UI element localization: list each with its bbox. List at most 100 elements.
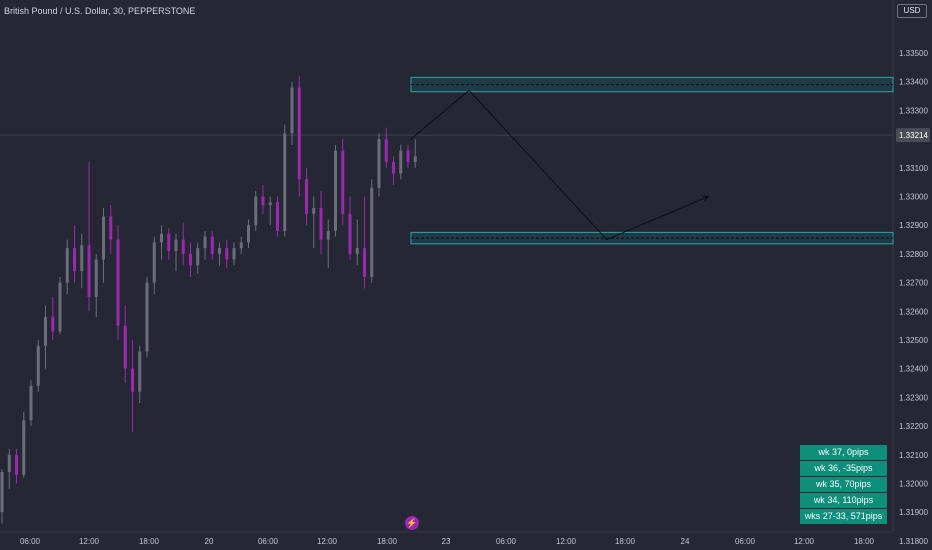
candle-body	[51, 317, 55, 332]
price-zones[interactable]	[410, 76, 894, 245]
price-tick-label: 1.33100	[899, 164, 928, 173]
candle-body	[15, 454, 18, 475]
time-tick-label: 18:00	[615, 537, 636, 546]
weekly-pips-row: wks 27-33, 571pips	[800, 509, 887, 524]
price-tick-label: 1.32600	[899, 307, 928, 316]
candle-body	[232, 248, 236, 260]
time-tick-label: 06:00	[735, 537, 756, 546]
candle-body	[160, 233, 163, 243]
time-tick-label: 18:00	[854, 537, 875, 546]
candle-body	[109, 216, 113, 240]
candle-body	[73, 248, 76, 272]
candle-body	[283, 133, 287, 231]
candle-body	[203, 236, 207, 249]
price-tick-label: 1.31900	[899, 508, 928, 517]
chart-title: British Pound / U.S. Dollar, 30, PEPPERS…	[4, 6, 196, 16]
time-tick-label: 24	[681, 537, 690, 546]
projection-path[interactable]	[410, 89, 710, 241]
time-tick-label: 12:00	[556, 537, 577, 546]
candle-body	[210, 236, 214, 254]
time-tick-label: 06:00	[496, 537, 517, 546]
candle-body	[319, 207, 323, 240]
candle-body	[94, 259, 98, 297]
candle-body	[363, 248, 366, 277]
candle-body	[116, 239, 120, 326]
candle-body	[196, 248, 200, 266]
candle-body	[131, 368, 134, 392]
time-tick-label: 23	[442, 537, 451, 546]
last-price-tag	[896, 128, 930, 143]
candlestick-series	[0, 75, 417, 524]
candle-body	[29, 385, 33, 421]
lightning-icon[interactable]: ⚡	[405, 516, 419, 530]
time-tick-label: 18:00	[139, 537, 160, 546]
candle-body	[254, 196, 258, 226]
candle-body	[0, 472, 4, 513]
candle-body	[413, 156, 417, 163]
candle-body	[36, 345, 40, 386]
weekly-pips-table: wk 37, 0pips wk 36, -35pips wk 35, 70pip…	[800, 445, 887, 525]
price-tick-label: 1.32400	[899, 365, 928, 374]
time-tick-label: 06:00	[258, 537, 279, 546]
candle-body	[87, 245, 91, 297]
candle-body	[167, 233, 171, 252]
candle-body	[341, 150, 345, 214]
candle-body	[326, 230, 330, 240]
candle-body	[297, 87, 301, 180]
candle-body	[239, 242, 243, 249]
weekly-pips-row: wk 35, 70pips	[800, 477, 887, 492]
time-tick-label: 12:00	[79, 537, 100, 546]
price-tick-label: 1.33000	[899, 193, 928, 202]
candle-body	[399, 150, 403, 174]
time-tick-label: 20	[205, 537, 214, 546]
candle-body	[377, 139, 381, 188]
candle-body	[392, 162, 395, 174]
time-axis[interactable]: 06:00 12:00 18:00 20 06:00 12:00 18:00 23 06:00 1…	[20, 537, 875, 546]
price-tick-label: 1.32300	[899, 393, 928, 402]
candle-body	[261, 196, 265, 206]
weekly-pips-row: wk 34, 110pips	[800, 493, 887, 508]
last-price-label: 1.33214	[899, 131, 928, 140]
candle-body	[174, 239, 178, 252]
candle-body	[145, 282, 149, 352]
candle-body	[247, 225, 250, 243]
price-tick-label: 1.32900	[899, 221, 928, 230]
time-tick-label: 06:00	[20, 537, 41, 546]
candle-body	[65, 248, 69, 283]
candle-body	[384, 139, 388, 163]
price-axis[interactable]: 1.335001.334001.333001.332001.331001.330…	[896, 49, 930, 546]
candle-body	[312, 207, 316, 214]
price-tick-label: 1.31800	[899, 537, 928, 546]
candle-body	[102, 216, 105, 260]
candle-body	[334, 150, 337, 231]
candle-body	[123, 325, 127, 369]
candle-body	[7, 454, 11, 473]
candle-body	[44, 317, 47, 346]
weekly-pips-row: wk 37, 0pips	[800, 445, 887, 460]
candle-body	[305, 179, 308, 214]
price-tick-label: 1.33400	[899, 78, 928, 87]
price-tick-label: 1.33300	[899, 106, 928, 115]
candle-body	[22, 420, 26, 475]
candle-body	[181, 239, 185, 254]
price-tick-label: 1.32000	[899, 480, 928, 489]
candle-body	[290, 87, 294, 134]
candle-body	[189, 253, 192, 266]
candle-body	[58, 282, 62, 332]
candle-body	[218, 248, 221, 254]
price-tick-label: 1.32500	[899, 336, 928, 345]
currency-button[interactable]: USD	[897, 4, 927, 18]
candle-body	[406, 150, 410, 163]
price-tick-label: 1.32200	[899, 422, 928, 431]
candle-body	[355, 248, 359, 254]
candle-body	[80, 245, 84, 272]
weekly-pips-row: wk 36, -35pips	[800, 461, 887, 476]
projection-line[interactable]	[410, 89, 709, 241]
candle-body	[348, 213, 352, 254]
time-tick-label: 12:00	[794, 537, 815, 546]
price-tick-label: 1.33500	[899, 49, 928, 58]
candle-body	[370, 187, 374, 277]
price-tick-label: 1.32800	[899, 250, 928, 259]
candle-body	[268, 202, 272, 206]
